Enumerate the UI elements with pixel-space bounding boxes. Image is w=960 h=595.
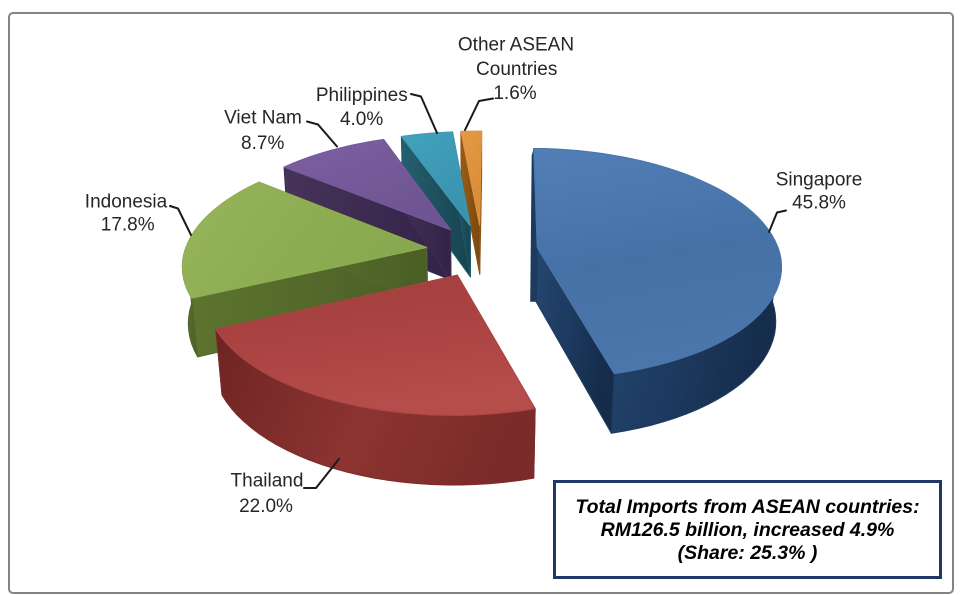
- svg-text:4.0%: 4.0%: [340, 109, 383, 130]
- svg-text:Philippines: Philippines: [316, 85, 408, 106]
- svg-text:Thailand: Thailand: [231, 471, 304, 492]
- svg-text:Indonesia: Indonesia: [85, 192, 168, 213]
- svg-text:Countries: Countries: [476, 59, 557, 80]
- svg-text:Viet Nam: Viet Nam: [224, 108, 302, 129]
- svg-text:17.8%: 17.8%: [101, 215, 155, 236]
- svg-text:8.7%: 8.7%: [241, 133, 284, 154]
- svg-text:Singapore: Singapore: [776, 170, 863, 191]
- svg-text:Other ASEAN: Other ASEAN: [458, 35, 574, 56]
- svg-text:45.8%: 45.8%: [792, 193, 846, 214]
- svg-text:22.0%: 22.0%: [239, 496, 293, 517]
- svg-text:1.6%: 1.6%: [493, 83, 536, 104]
